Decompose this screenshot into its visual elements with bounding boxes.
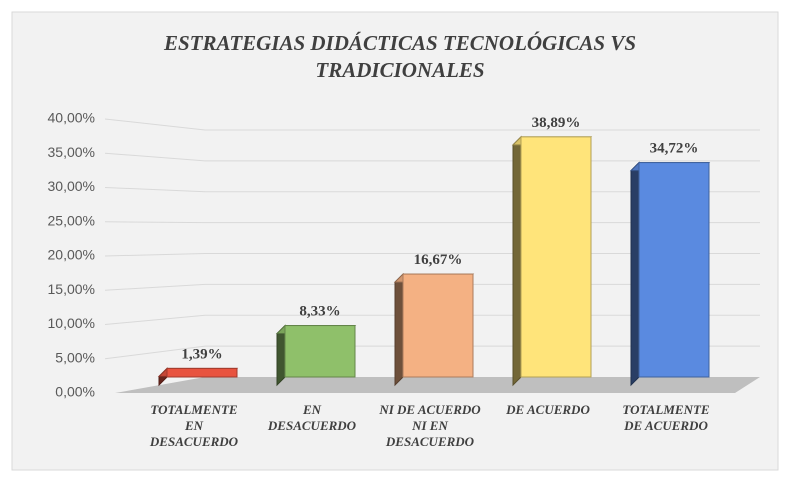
y-tick-label: 10,00% [48,315,95,331]
value-label: 1,39% [181,346,222,362]
y-tick-label: 35,00% [48,144,95,160]
bar-front [402,273,474,378]
value-label: 34,72% [650,141,699,157]
x-tick-label: EN DESACUERDO [267,402,357,433]
bar [157,367,239,387]
x-tick-label: DE ACUERDO [506,402,590,417]
y-tick-label: 25,00% [48,212,95,228]
y-tick-label: 30,00% [48,178,95,194]
x-tick-label: NI DE ACUERDO NI EN DESACUERDO [379,402,481,449]
bar-front [166,367,238,378]
grid-line [104,118,760,131]
floor [115,377,760,393]
bar-front [520,136,592,378]
bar [629,161,711,387]
x-tick-label: TOTALMENTE EN DESACUERDO [149,402,239,449]
bar-side [394,272,404,387]
y-tick-label: 0,00% [55,384,95,400]
y-tick-label: 15,00% [48,281,95,297]
value-label: 38,89% [532,115,581,131]
bar [393,272,475,387]
bar-side [512,135,522,387]
bar-front [638,162,710,378]
value-label: 8,33% [299,304,340,320]
bar [275,324,357,387]
bar-front [284,325,356,378]
chart-title: ESTRATEGIAS DIDÁCTICAS TECNOLÓGICAS VS T… [163,31,637,82]
bar [511,135,593,387]
bar-side [630,161,640,387]
value-label: 16,67% [414,252,463,268]
bar-side [276,324,286,387]
y-tick-label: 40,00% [48,110,95,126]
y-tick-label: 5,00% [55,349,95,365]
y-tick-label: 20,00% [48,247,95,263]
x-tick-label: TOTALMENTE DE ACUERDO [622,402,710,433]
